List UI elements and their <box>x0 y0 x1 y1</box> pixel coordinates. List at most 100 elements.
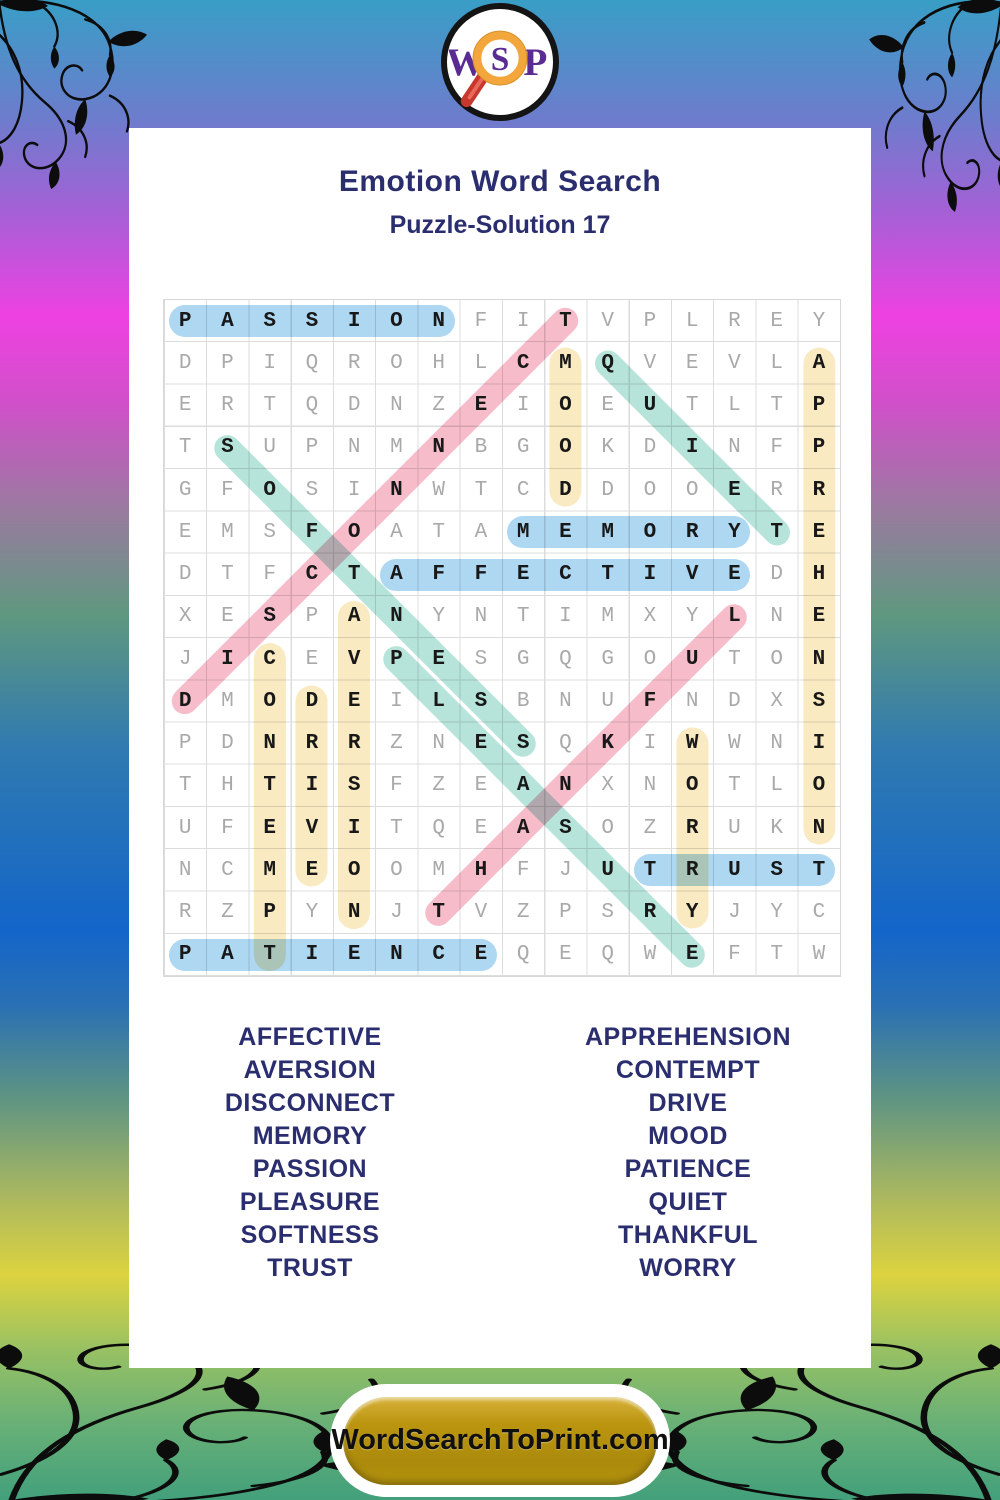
grid-cell: C <box>432 943 445 967</box>
grid-cell: Y <box>432 605 445 629</box>
grid-cell: I <box>516 309 530 333</box>
grid-cell: P <box>305 436 319 460</box>
grid-cell: T <box>643 858 657 882</box>
grid-cell: Q <box>305 394 319 418</box>
grid-cell: E <box>432 647 445 671</box>
grid-cell: S <box>347 774 361 798</box>
word-list-right: APPREHENSION CONTEMPT DRIVE MOOD PATIENCE QUI… <box>548 1021 828 1285</box>
grid-cell: P <box>305 605 319 629</box>
grid-cell: C <box>516 351 530 375</box>
grid-cell: S <box>812 689 826 713</box>
grid-cell: I <box>643 563 657 587</box>
grid-cell: S <box>474 689 488 713</box>
wordsearchtoprint-button[interactable]: WordSearchToPrint.com <box>331 1396 669 1485</box>
grid-cell: U <box>728 858 741 882</box>
word-highlight-trust <box>633 854 835 887</box>
grid-cell: E <box>474 943 488 967</box>
grid-cell: E <box>601 394 614 418</box>
grid-cell: T <box>559 309 572 333</box>
grid-cell: F <box>432 563 445 587</box>
grid-cell: G <box>601 647 614 671</box>
grid-cell: W <box>812 943 826 967</box>
word-list-item: PASSION <box>252 1155 368 1183</box>
grid-cell: C <box>263 647 276 671</box>
grid-cell: I <box>347 478 361 502</box>
grid-cell: L <box>728 605 741 629</box>
grid-cell: R <box>812 478 826 502</box>
grid-cell: G <box>516 647 530 671</box>
grid-cell: R <box>221 394 234 418</box>
grid-cell: O <box>559 394 572 418</box>
grid-cell: Z <box>390 732 403 756</box>
grid-cell: T <box>728 774 741 798</box>
grid-cell: X <box>601 774 614 798</box>
word-list-item: DISCONNECT <box>224 1089 396 1117</box>
grid-cell: T <box>178 436 192 460</box>
grid-cell: T <box>263 774 276 798</box>
grid-cell: M <box>432 858 445 882</box>
grid-cell: S <box>474 647 488 671</box>
grid-cell: Q <box>601 943 614 967</box>
grid-cell: L <box>770 351 783 375</box>
grid-cell: K <box>601 732 614 756</box>
grid-cell: Y <box>812 309 826 333</box>
grid-cell: S <box>221 436 234 460</box>
grid-cell: M <box>516 520 530 544</box>
grid-cell: O <box>390 858 403 882</box>
grid-cell: U <box>685 647 699 671</box>
grid-cell: E <box>263 816 276 840</box>
grid-cell: T <box>432 520 445 544</box>
footer-button-frame: WordSearchToPrint.com <box>330 1384 670 1497</box>
grid-cell: N <box>559 774 572 798</box>
word-highlight-passion <box>169 305 455 338</box>
grid-cell: E <box>770 309 783 333</box>
highlight-layer <box>164 300 840 976</box>
grid-cell: B <box>474 436 488 460</box>
grid-cell: S <box>263 520 276 544</box>
grid-cell: E <box>178 394 192 418</box>
grid-cell: L <box>770 774 783 798</box>
grid-cell: D <box>770 563 783 587</box>
grid-cell: S <box>559 816 572 840</box>
grid-cell: O <box>390 309 403 333</box>
grid-cell: N <box>432 309 445 333</box>
grid-cell: Z <box>643 816 657 840</box>
grid-cell: N <box>770 732 783 756</box>
word-highlight-memory <box>507 516 751 549</box>
grid-cell: A <box>221 943 234 967</box>
grid-cell: P <box>221 351 234 375</box>
grid-cell: O <box>347 520 361 544</box>
grid-cell: Y <box>728 520 741 544</box>
word-highlight-patience <box>169 938 497 971</box>
logo-letter-p: P <box>523 41 547 84</box>
grid-cell: S <box>305 309 319 333</box>
grid-cell: E <box>474 394 488 418</box>
grid-cell: E <box>559 943 572 967</box>
grid-cell: U <box>643 394 657 418</box>
word-list-item: AVERSION <box>243 1056 377 1084</box>
grid-cell: O <box>812 774 826 798</box>
grid-cell: E <box>347 943 361 967</box>
grid-cell: E <box>474 774 488 798</box>
grid-cell: P <box>812 436 826 460</box>
page-subtitle: Puzzle-Solution 17 <box>389 211 611 239</box>
grid-cell: H <box>221 774 234 798</box>
grid-cell: P <box>643 309 657 333</box>
grid-cell: J <box>728 901 741 925</box>
grid-cell: N <box>770 605 783 629</box>
word-list-item: AFFECTIVE <box>238 1023 382 1051</box>
grid-cell: F <box>516 858 530 882</box>
grid-cell: P <box>812 394 826 418</box>
grid-cell: F <box>221 478 234 502</box>
grid-cell: S <box>263 605 276 629</box>
magnifier-handle-shine <box>467 77 484 100</box>
grid-cell: K <box>770 816 783 840</box>
grid-cell: I <box>643 732 657 756</box>
word-list-item: WORRY <box>639 1254 737 1282</box>
grid-cell: R <box>685 816 699 840</box>
grid-cell: U <box>601 858 614 882</box>
grid-cell: G <box>178 478 192 502</box>
grid-cell: O <box>263 478 276 502</box>
grid-cell: O <box>390 351 403 375</box>
grid-cell: U <box>601 689 614 713</box>
